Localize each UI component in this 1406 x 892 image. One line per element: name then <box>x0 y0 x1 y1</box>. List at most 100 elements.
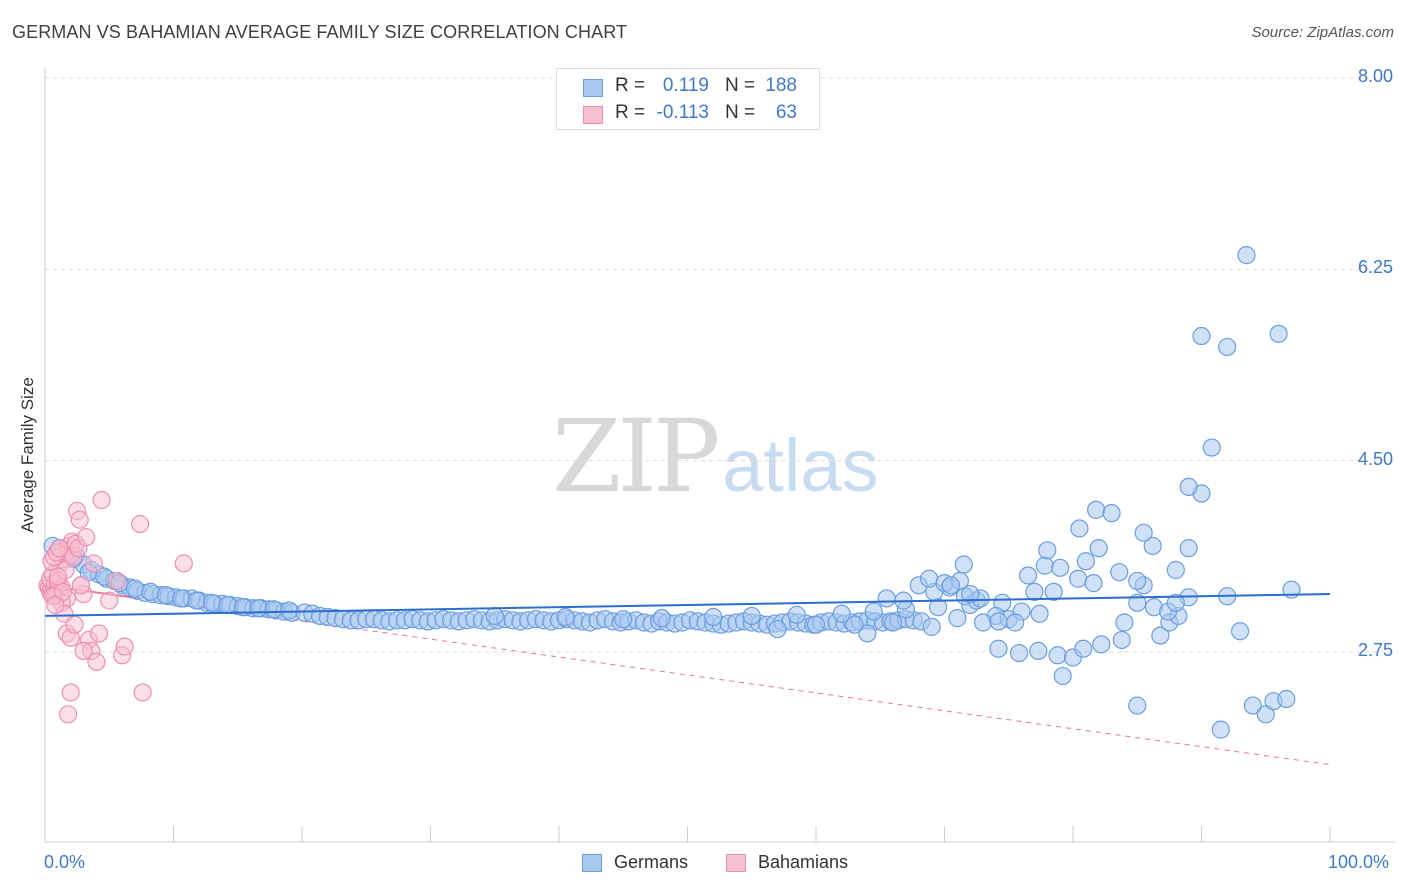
bahamian-point <box>89 624 109 643</box>
bahamian-point <box>77 528 96 547</box>
germans-swatch <box>583 79 603 97</box>
german-point <box>1269 324 1288 343</box>
german-point <box>1237 246 1256 265</box>
german-point <box>125 579 145 598</box>
german-point <box>1087 500 1106 519</box>
german-point <box>485 606 504 626</box>
german-point <box>1192 326 1211 346</box>
watermark-atlas: atlas <box>722 424 879 507</box>
germans-legend-swatch <box>582 854 602 872</box>
germans-trend-line <box>44 593 1331 617</box>
r-label: R = <box>615 102 646 123</box>
german-point <box>864 602 883 621</box>
german-point <box>919 569 939 588</box>
german-point <box>218 595 237 615</box>
german-point <box>1070 519 1089 538</box>
german-point <box>1277 689 1296 709</box>
bahamian-point <box>115 637 134 656</box>
german-point <box>1115 613 1134 632</box>
bahamian-point <box>84 554 103 573</box>
bahamian-point <box>100 591 119 610</box>
german-point <box>948 609 967 628</box>
x-tick-min: 0.0% <box>44 852 86 872</box>
german-point <box>1134 523 1153 542</box>
german-point <box>1243 696 1263 715</box>
german-point <box>1053 666 1072 686</box>
bahamian-point <box>87 652 106 671</box>
german-point <box>1179 539 1198 558</box>
german-point <box>156 586 175 605</box>
german-point <box>249 599 268 618</box>
german-point <box>1211 720 1230 739</box>
german-point <box>1025 582 1044 601</box>
german-point <box>1128 571 1147 591</box>
german-point <box>556 607 575 627</box>
german-point <box>989 639 1008 658</box>
german-point <box>845 615 864 634</box>
german-point <box>704 607 723 627</box>
y-tick-label: 4.50 <box>1357 448 1393 469</box>
german-point <box>1218 337 1237 357</box>
german-point <box>1018 566 1038 585</box>
german-point <box>1092 635 1111 654</box>
german-point <box>1076 552 1095 571</box>
bahamian-point <box>107 571 127 591</box>
germans-trend-group <box>44 593 1331 617</box>
watermark: ZIPatlas <box>552 398 879 515</box>
german-point <box>141 582 160 601</box>
bahamian-point <box>59 705 78 724</box>
german-point <box>768 619 787 639</box>
y-tick-label: 6.25 <box>1357 257 1393 278</box>
y-tick-label: 8.00 <box>1357 66 1393 86</box>
german-point <box>1179 477 1198 497</box>
bahamian-point <box>46 595 65 615</box>
german-point <box>961 584 980 604</box>
bahamians-n-value: 63 <box>775 102 797 123</box>
german-point <box>1166 593 1185 612</box>
bahamians-legend-swatch <box>726 854 746 872</box>
german-point <box>832 604 851 623</box>
gridlines <box>45 77 1395 653</box>
german-point <box>922 617 941 636</box>
bahamian-point <box>133 683 152 702</box>
german-point <box>941 576 961 595</box>
german-point <box>1051 558 1070 577</box>
bahamian-point <box>74 641 93 661</box>
n-label: N = <box>725 75 756 96</box>
bahamians-legend-label: Bahamians <box>758 852 849 872</box>
bahamian-point <box>130 514 150 534</box>
german-point <box>1230 622 1250 641</box>
german-point <box>280 601 299 620</box>
stats-legend-box: R = 0.119 N = 188 R = -0.113 N = 63 <box>556 68 820 130</box>
german-point <box>1202 438 1221 457</box>
german-point <box>787 605 806 624</box>
n-label: N = <box>725 102 756 123</box>
german-point <box>1006 613 1025 632</box>
german-point <box>1112 630 1131 650</box>
german-point <box>1035 556 1054 575</box>
germans-points <box>43 246 1301 739</box>
bahamian-point <box>48 567 67 586</box>
watermark-zip: ZIP <box>552 398 720 515</box>
german-point <box>614 610 633 629</box>
german-point <box>1084 574 1103 593</box>
german-point <box>806 615 826 634</box>
german-point <box>264 600 283 619</box>
bahamian-point <box>71 576 91 595</box>
german-point <box>202 593 222 612</box>
bahamian-point <box>50 539 69 558</box>
axes <box>44 68 1395 843</box>
german-point <box>973 613 993 632</box>
german-point <box>1128 696 1147 715</box>
bahamian-point <box>61 683 80 702</box>
german-point <box>1166 560 1185 580</box>
german-point <box>1143 536 1162 556</box>
bahamian-point <box>92 490 111 510</box>
german-point <box>1128 593 1147 612</box>
german-point <box>1069 569 1088 588</box>
german-point <box>1029 641 1048 661</box>
german-point <box>1074 639 1093 658</box>
german-point <box>742 606 761 626</box>
bahamians-swatch <box>583 106 603 124</box>
